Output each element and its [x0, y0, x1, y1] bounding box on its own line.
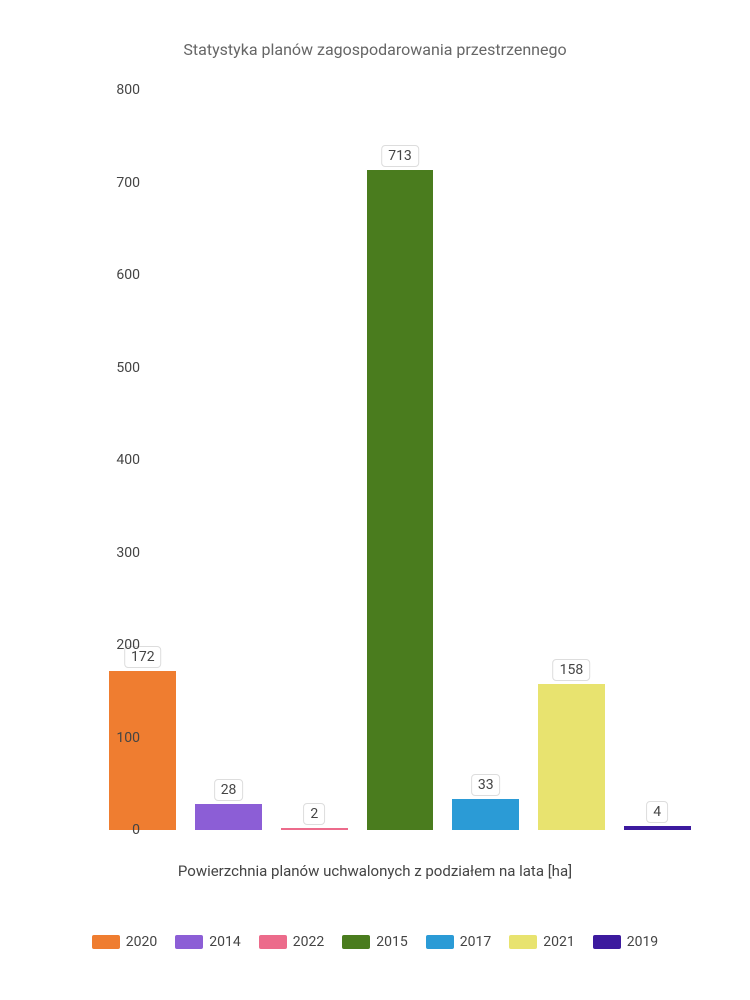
bar-value-label: 713 — [381, 145, 419, 167]
bar-2015 — [367, 170, 434, 830]
y-tick-label: 800 — [116, 82, 140, 98]
chart-container: Statystyka planów zagospodarowania przes… — [0, 0, 750, 1000]
y-tick-label: 0 — [132, 822, 140, 838]
legend-label: 2017 — [460, 934, 491, 950]
bar-2019 — [624, 826, 691, 830]
legend-label: 2020 — [126, 934, 157, 950]
legend-swatch — [92, 935, 120, 949]
bar-2022 — [281, 828, 348, 830]
bar-value-label: 28 — [214, 779, 244, 801]
legend-item-2022: 2022 — [259, 934, 324, 950]
legend-swatch — [593, 935, 621, 949]
legend-swatch — [509, 935, 537, 949]
legend-item-2021: 2021 — [509, 934, 574, 950]
chart-title: Statystyka planów zagospodarowania przes… — [0, 0, 750, 59]
legend-swatch — [259, 935, 287, 949]
legend-swatch — [175, 935, 203, 949]
bar-value-label: 158 — [553, 659, 591, 681]
legend-swatch — [342, 935, 370, 949]
y-tick-label: 500 — [116, 360, 140, 376]
legend-item-2014: 2014 — [175, 934, 240, 950]
legend: 2020 2014 2022 2015 2017 2021 2019 — [0, 934, 750, 950]
legend-label: 2022 — [293, 934, 324, 950]
y-tick-label: 200 — [116, 637, 140, 653]
legend-label: 2019 — [627, 934, 658, 950]
legend-item-2015: 2015 — [342, 934, 407, 950]
plot-area: 172282713331584 — [100, 90, 700, 830]
bar-value-label: 2 — [303, 803, 325, 825]
y-tick-label: 100 — [116, 730, 140, 746]
legend-label: 2015 — [376, 934, 407, 950]
bar-value-label: 33 — [471, 774, 501, 796]
bar-2017 — [452, 799, 519, 830]
bar-2020 — [109, 671, 176, 830]
bar-value-label: 4 — [646, 801, 668, 823]
bar-2021 — [538, 684, 605, 830]
legend-label: 2021 — [543, 934, 574, 950]
x-axis-title: Powierzchnia planów uchwalonych z podzia… — [0, 862, 750, 880]
legend-label: 2014 — [209, 934, 240, 950]
legend-swatch — [426, 935, 454, 949]
y-tick-label: 400 — [116, 452, 140, 468]
y-tick-label: 600 — [116, 267, 140, 283]
bar-2014 — [195, 804, 262, 830]
y-tick-label: 300 — [116, 545, 140, 561]
legend-item-2020: 2020 — [92, 934, 157, 950]
legend-item-2017: 2017 — [426, 934, 491, 950]
y-tick-label: 700 — [116, 175, 140, 191]
legend-item-2019: 2019 — [593, 934, 658, 950]
